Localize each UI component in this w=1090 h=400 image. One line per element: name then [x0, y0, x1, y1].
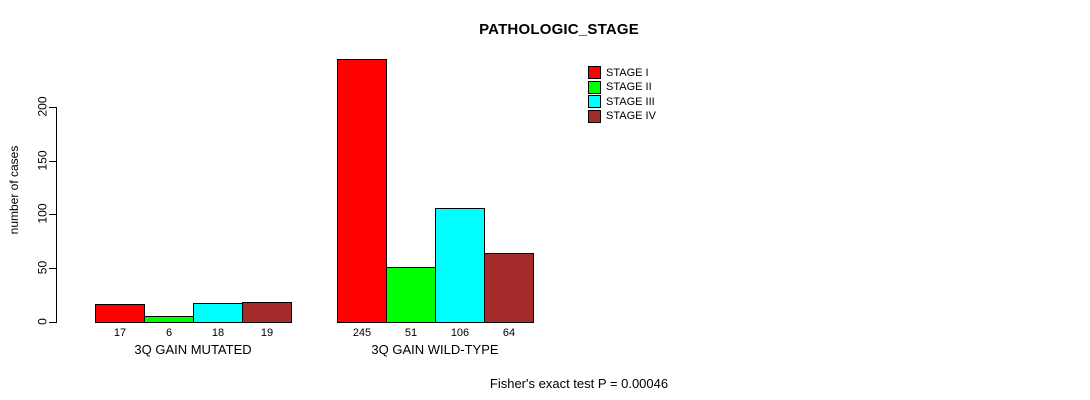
bar-value-label: 106	[450, 327, 470, 339]
bar-stage-ii	[386, 267, 436, 323]
bar-stage-ii	[144, 316, 194, 323]
bar-stage-i	[337, 59, 387, 323]
y-axis-tick	[49, 161, 56, 162]
y-axis-tick-label: 0	[35, 318, 50, 325]
bar-stage-i	[95, 304, 145, 323]
legend-swatch-icon	[588, 80, 601, 94]
y-axis-tick	[49, 214, 56, 215]
y-axis-tick-label: 200	[35, 96, 50, 117]
category-label: 3Q GAIN WILD-TYPE	[371, 342, 499, 357]
y-axis-tick	[49, 322, 56, 323]
category-label: 3Q GAIN MUTATED	[134, 342, 252, 357]
bar-value-label: 6	[165, 327, 173, 339]
y-axis-tick-label: 50	[35, 260, 50, 275]
legend-item: STAGE II	[588, 80, 656, 94]
bar-value-label: 245	[352, 327, 372, 339]
chart-title: PATHOLOGIC_STAGE	[479, 21, 639, 38]
legend-label: STAGE III	[606, 95, 655, 108]
legend-swatch-icon	[588, 66, 601, 79]
legend-item: STAGE IV	[588, 109, 656, 123]
y-axis-tick-label: 150	[35, 150, 50, 171]
legend-item: STAGE III	[588, 95, 656, 108]
legend-item: STAGE I	[588, 66, 656, 79]
y-axis-tick	[49, 107, 56, 108]
bar-value-label: 51	[404, 327, 418, 339]
bar-value-label: 64	[502, 327, 516, 339]
legend-label: STAGE II	[606, 81, 652, 93]
y-axis-tick-label: 100	[35, 203, 50, 224]
legend-swatch-icon	[588, 95, 601, 108]
legend-label: STAGE I	[606, 66, 649, 79]
legend-swatch-icon	[588, 109, 601, 123]
bar-value-label: 17	[113, 327, 127, 339]
legend: STAGE I STAGE II STAGE III STAGE IV	[588, 66, 656, 124]
bar-stage-iii	[193, 303, 243, 323]
y-axis-label: number of cases	[7, 145, 21, 235]
bar-value-label: 19	[260, 327, 274, 339]
y-axis-line	[56, 107, 57, 323]
bar-stage-iii	[435, 208, 485, 323]
bar-stage-iv	[484, 253, 534, 323]
bar-value-label: 18	[211, 327, 225, 339]
y-axis-tick	[49, 268, 56, 269]
legend-label: STAGE IV	[606, 110, 656, 122]
bar-stage-iv	[242, 302, 292, 323]
fisher-test-annotation: Fisher's exact test P = 0.00046	[489, 376, 669, 391]
